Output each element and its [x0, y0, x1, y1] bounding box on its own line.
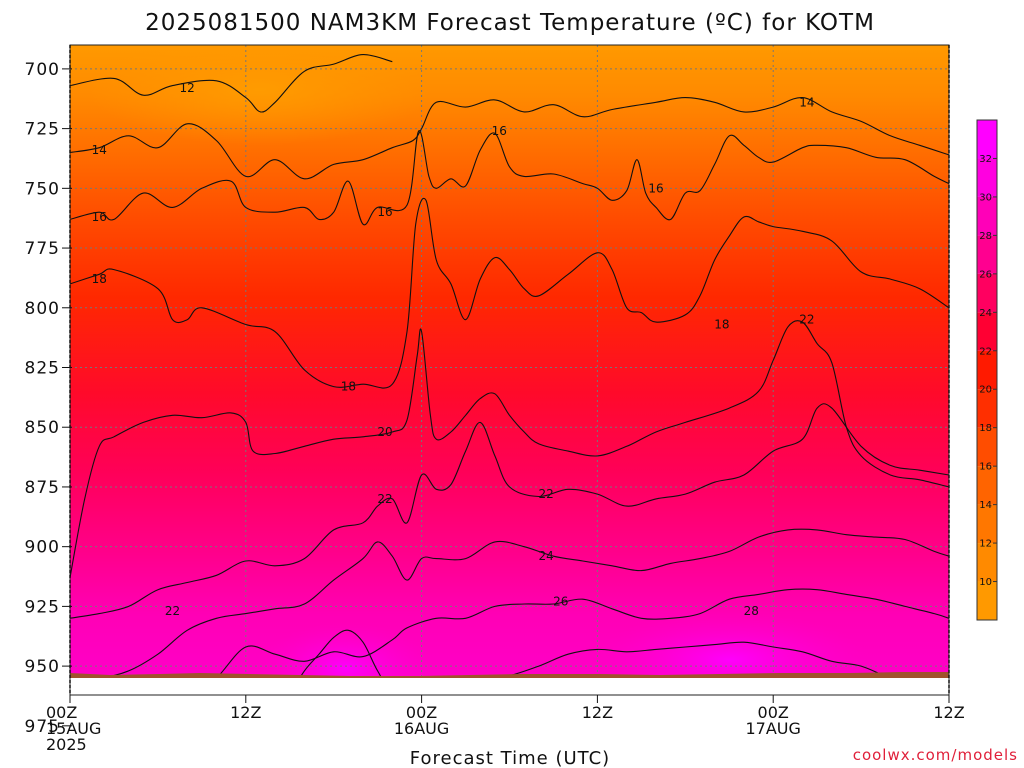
colorbar-tick-label: 32 [979, 154, 992, 165]
isotherm-12 [70, 54, 393, 113]
colorbar-swatch [977, 389, 997, 428]
y-tick-label: 750 [25, 179, 60, 199]
y-axis: 700 725 750 775 800 825 850 875 900 925 950 975 [25, 60, 72, 737]
isotherm-label: 22 [538, 487, 553, 501]
terrain-ground [70, 672, 949, 678]
colorbar-tick-label: 10 [979, 577, 992, 588]
y-tick-label: 975 [25, 717, 60, 737]
colorbar-swatch [977, 581, 997, 620]
y-tick-label: 700 [25, 60, 60, 80]
colorbar-tick-label: 22 [979, 346, 992, 357]
isotherm-label: 16 [377, 205, 392, 219]
colorbar-tick-label: 14 [979, 500, 992, 511]
x-tick-label: 16AUG [394, 719, 449, 738]
y-tick-label: 850 [25, 418, 60, 438]
grid [70, 45, 949, 678]
x-tick-label: 17AUG [745, 719, 800, 738]
isotherm-label: 22 [165, 604, 180, 618]
x-axis-label: Forecast Time (UTC) [410, 748, 610, 768]
isotherm-label: 14 [92, 143, 107, 157]
isotherm-label: 22 [799, 313, 814, 327]
colorbar-tick-label: 12 [979, 539, 992, 550]
x-tick-label: 2025 [46, 735, 87, 754]
colorbar-swatch [977, 196, 997, 236]
x-tick-label: 15AUG [46, 719, 101, 738]
isotherm-label: 20 [377, 425, 392, 439]
isotherm-label: 18 [92, 272, 107, 286]
y-tick-label: 925 [25, 597, 60, 617]
warm-pocket [255, 623, 435, 678]
isotherm-label: 28 [744, 604, 759, 618]
y-tick-label: 800 [25, 299, 60, 319]
y-tick-label: 775 [25, 239, 60, 259]
plot-area: 1214161822241618202216222426161814222826… [70, 45, 949, 728]
colorbar-tick-label: 26 [979, 269, 992, 280]
isotherm-label: 24 [538, 549, 553, 563]
y-tick-label: 875 [25, 478, 60, 498]
y-tick-label: 900 [25, 538, 60, 558]
temperature-field [70, 45, 949, 678]
isotherm-label: 26 [553, 595, 568, 609]
isotherm-label: 24 [180, 678, 195, 692]
isotherm-24 [70, 528, 949, 678]
credit-link[interactable]: coolwx.com/models [853, 746, 1018, 764]
isotherm-18 [70, 197, 949, 389]
colorbar-tick-label: 18 [979, 423, 992, 434]
colorbar-tick-label: 16 [979, 462, 992, 473]
colorbar-swatch [977, 273, 997, 313]
warm-pocket [590, 612, 870, 678]
y-tick-label: 725 [25, 120, 60, 140]
isotherm-label: 22 [377, 492, 392, 506]
isotherm-label: 18 [714, 318, 729, 332]
cool-pocket [90, 45, 430, 145]
isotherm-labels: 1214161822241618202216222426161814222826… [92, 81, 815, 728]
colorbar-swatch [977, 235, 997, 274]
isotherm-28 [299, 629, 892, 678]
isotherm-label: 18 [341, 380, 356, 394]
isotherm-20 [70, 320, 949, 578]
x-tick-label: 00Z [758, 703, 789, 722]
chart-title: 2025081500 NAM3KM Forecast Temperature (… [145, 10, 875, 36]
isotherm-label: 14 [799, 95, 814, 109]
x-tick-label: 12Z [582, 703, 613, 722]
colorbar-tick-label: 30 [979, 192, 992, 203]
isotherm-26 [215, 588, 949, 678]
colorbar-swatch [977, 427, 997, 467]
isotherm-16 [70, 130, 949, 226]
isotherm-label: 16 [648, 181, 663, 195]
isotherm-label: 16 [92, 210, 107, 224]
isotherm-label: 12 [180, 81, 195, 95]
colorbar-swatch [977, 120, 997, 159]
isotherm-22 [70, 403, 949, 619]
isotherm-14 [70, 97, 949, 180]
isotherm-label: 16 [492, 124, 507, 138]
x-tick-label: 00Z [46, 703, 77, 722]
colorbar-frame [976, 119, 998, 621]
colorbar-swatch [977, 158, 997, 197]
y-tick-label: 950 [25, 657, 60, 677]
colorbar-swatch [977, 504, 997, 544]
colorbar: 10 12 14 16 18 20 22 24 26 28 30 32 [976, 119, 998, 621]
x-tick-label: 00Z [406, 703, 437, 722]
isotherm-label: 24 [538, 714, 553, 728]
x-tick-label: 12Z [230, 703, 261, 722]
colorbar-tick-label: 24 [979, 308, 992, 319]
isotherms [70, 54, 949, 678]
colorbar-tick-label: 28 [979, 231, 992, 242]
colorbar-swatch [977, 312, 997, 351]
colorbar-swatch [977, 466, 997, 505]
y-tick-label: 825 [25, 359, 60, 379]
colorbar-tick-label: 20 [979, 385, 992, 396]
colorbar-swatch [977, 350, 997, 390]
colorbar-swatch [977, 543, 997, 582]
x-tick-label: 12Z [933, 703, 964, 722]
